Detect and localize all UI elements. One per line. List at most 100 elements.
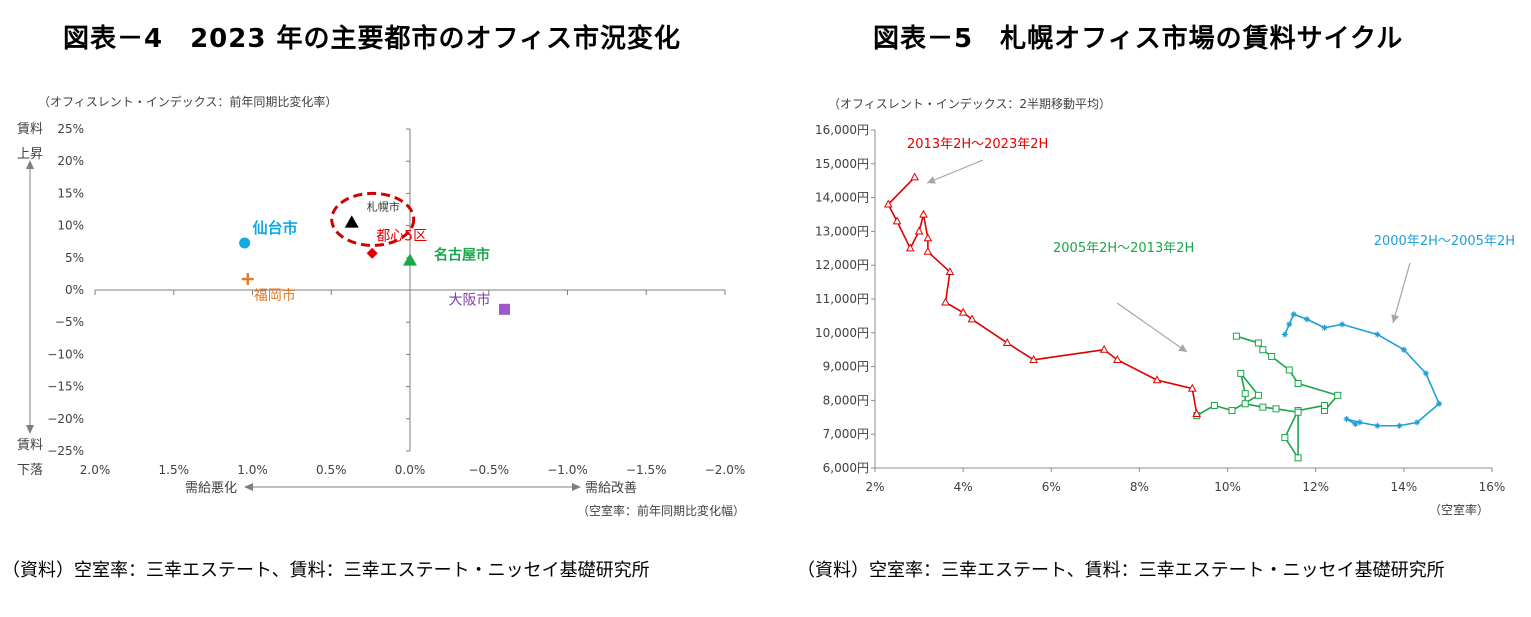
right-series-marker — [923, 246, 933, 255]
right-x-tick-label: 2% — [865, 480, 884, 494]
right-series-marker — [1294, 408, 1302, 416]
right-series-marker — [1396, 422, 1403, 429]
right-x-tick-label: 14% — [1391, 480, 1418, 494]
right-series-marker — [1192, 409, 1202, 418]
left-y-direction-arrowhead-down — [26, 425, 34, 434]
right-series-marker — [1113, 354, 1122, 363]
right-series-marker — [883, 199, 893, 208]
right-series-marker — [967, 314, 977, 323]
right-series-marker — [1352, 421, 1359, 428]
right-x-tick-label: 10% — [1214, 480, 1241, 494]
left-point-marker — [239, 237, 251, 249]
left-rent-down-label-2: 下落 — [17, 463, 43, 478]
right-series-marker — [923, 233, 933, 242]
left-chart-title: 図表－4 2023 年の主要都市のオフィス市況変化 — [63, 24, 681, 54]
right-line-chart: （オフィスレント・インデックス：2半期移動平均） 16,000円 15,000円 14… — [815, 96, 1515, 517]
right-series-marker — [914, 226, 924, 235]
left-y-tick-label: −5% — [55, 315, 84, 329]
right-series-marker — [1228, 407, 1236, 415]
left-scatter-chart: （オフィスレント・インデックス：前年同期比変化率） 2.0% 1.5% 1.0% 0.5… — [17, 94, 746, 518]
right-series-marker — [1152, 375, 1162, 384]
right-series-marker — [1210, 401, 1218, 409]
left-point-label: 福岡市 — [254, 287, 296, 304]
right-x-tick-label: 12% — [1302, 480, 1329, 494]
left-point-marker — [344, 215, 359, 228]
right-series-marker — [1002, 338, 1012, 347]
right-series-marker — [1254, 391, 1262, 399]
right-y-axis-caption: （オフィスレント・インデックス：2半期移動平均） — [828, 96, 1111, 111]
right-annotation-arrowhead — [927, 176, 936, 184]
right-series-marker — [1414, 419, 1421, 426]
right-x-tick-label: 8% — [1130, 480, 1149, 494]
right-series-label: 2013年2H～2023年2H — [907, 137, 1048, 152]
right-y-tick-label: 14,000円 — [815, 191, 869, 205]
right-series-marker — [1286, 321, 1293, 328]
right-series-marker — [919, 209, 928, 218]
right-series-marker — [1241, 390, 1249, 398]
right-series-marker — [945, 267, 955, 276]
left-point-marker — [499, 303, 510, 315]
left-x-tick-label: −1.5% — [626, 463, 667, 477]
right-series-marker — [1374, 331, 1381, 338]
left-supply-better-label: 需給改善 — [585, 480, 637, 496]
left-point-label: 仙台市 — [253, 219, 298, 237]
right-series-marker — [1259, 403, 1267, 411]
right-series-marker — [1259, 346, 1267, 354]
right-series-marker — [1241, 400, 1249, 408]
left-y-tick-label: −25% — [47, 444, 84, 458]
left-y-tick-label: −20% — [47, 412, 84, 426]
right-series-marker — [1268, 352, 1276, 360]
right-series-marker — [905, 243, 915, 252]
right-annotation-arrow — [1392, 262, 1411, 324]
left-source-note: （資料）空室率：三幸エステート、賃料：三幸エステート・ニッセイ基礎研究所 — [2, 560, 650, 581]
right-y-tick-label: 7,000円 — [823, 427, 869, 441]
left-y-tick-label: 15% — [57, 186, 84, 200]
right-series-marker — [1281, 434, 1289, 442]
left-chart-panel: 図表－4 2023 年の主要都市のオフィス市況変化 （オフィスレント・インデック… — [0, 0, 765, 617]
right-y-tick-label: 12,000円 — [815, 258, 869, 272]
right-series-marker — [1400, 346, 1407, 353]
right-series-marker — [1099, 344, 1109, 353]
right-series-marker — [941, 297, 950, 306]
right-series-marker — [1272, 405, 1280, 413]
left-y-tick-label: −10% — [47, 347, 84, 361]
right-series-marker — [1303, 316, 1310, 323]
left-y-tick-label: 10% — [57, 219, 84, 233]
right-y-tick-label: 16,000円 — [815, 123, 869, 137]
left-point-label: 札幌市 — [367, 199, 400, 213]
right-series-marker — [1321, 324, 1328, 331]
left-rent-down-label-1: 賃料 — [17, 438, 43, 453]
left-point-marker — [403, 253, 417, 266]
left-rent-up-label-1: 賃料 — [17, 122, 43, 137]
right-series-label: 2000年2H～2005年2H — [1374, 234, 1515, 249]
left-point-marker — [366, 247, 378, 259]
right-series-marker — [1294, 454, 1302, 462]
left-point-label: 都心5区 — [376, 228, 427, 244]
right-series-marker — [1254, 339, 1262, 347]
right-series-marker — [1321, 401, 1329, 409]
right-series-marker — [1339, 321, 1346, 328]
right-series-marker — [1422, 370, 1429, 377]
left-x-tick-label: 2.0% — [80, 463, 111, 477]
left-y-axis-caption: （オフィスレント・インデックス：前年同期比変化率） — [38, 94, 337, 109]
left-rent-up-label-2: 上昇 — [17, 147, 43, 162]
right-y-tick-label: 11,000円 — [815, 292, 869, 306]
left-y-tick-label: −15% — [47, 380, 84, 394]
right-x-tick-label: 4% — [954, 480, 973, 494]
right-y-tick-label: 15,000円 — [815, 157, 869, 171]
left-x-direction-arrowhead-left — [244, 483, 253, 491]
left-y-tick-label: 25% — [57, 122, 84, 136]
right-series-marker — [1294, 380, 1302, 387]
right-series-marker — [1290, 311, 1297, 318]
right-series-marker — [1374, 422, 1381, 429]
right-series-marker — [892, 216, 902, 225]
left-x-direction-arrowhead-right — [572, 483, 581, 491]
right-series-marker — [1436, 400, 1443, 407]
left-x-tick-label: −2.0% — [705, 463, 746, 477]
right-series-line — [1284, 313, 1440, 427]
right-series-marker — [1029, 354, 1039, 363]
right-series-marker — [1285, 366, 1293, 374]
right-annotation-arrowhead — [1391, 314, 1400, 323]
left-x-tick-label: 1.5% — [159, 463, 190, 477]
right-series-marker — [958, 307, 968, 316]
